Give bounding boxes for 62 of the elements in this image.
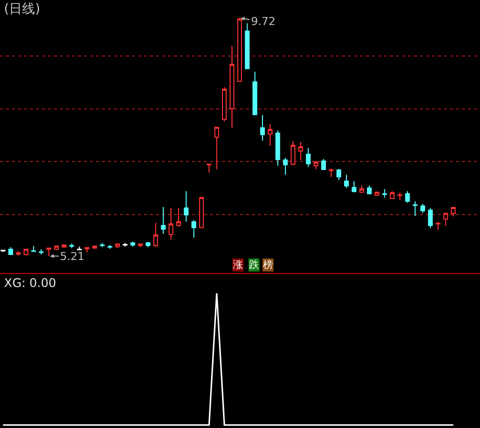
candlestick (108, 244, 112, 250)
candlestick (122, 242, 128, 248)
chart-title: XG: 0.00 (4, 276, 56, 290)
candlestick (115, 243, 120, 249)
candlestick (54, 246, 59, 250)
candlestick (275, 130, 280, 166)
candlestick (390, 190, 395, 200)
candlestick (336, 168, 342, 181)
candlestick (412, 200, 418, 216)
annotation: 9.72 (251, 15, 276, 28)
candlestick (374, 192, 380, 196)
candlestick (352, 180, 356, 192)
candlestick (314, 160, 318, 170)
candlestick (298, 142, 304, 160)
candlestick (69, 242, 74, 249)
candlestick (24, 248, 28, 256)
candlestick (321, 158, 326, 170)
candlestick (199, 196, 204, 228)
candlestick (398, 192, 402, 201)
chart-title: (日线) (4, 2, 40, 17)
annotation: 5.21 (60, 250, 84, 263)
candlestick (146, 241, 150, 248)
annotation: 涨 (233, 259, 243, 271)
candlestick (244, 22, 250, 70)
candlestick (100, 242, 105, 248)
candlestick (160, 206, 166, 234)
candlestick (359, 184, 364, 193)
candlestick (344, 174, 349, 188)
candlestick (450, 207, 456, 217)
candlestick (328, 168, 334, 178)
candlestick (138, 243, 143, 248)
candlestick (38, 248, 44, 256)
candlestick (366, 184, 372, 194)
candlestick (176, 208, 181, 228)
candlestick (84, 246, 90, 253)
candlestick (222, 86, 227, 122)
candlestick (8, 246, 14, 256)
candlestick (184, 190, 189, 222)
candlestick (283, 157, 288, 176)
candlestick (405, 190, 410, 204)
candlestick (153, 222, 158, 248)
candlestick (206, 164, 212, 174)
candlestick (428, 208, 433, 229)
annotation: 跌 (249, 259, 259, 271)
candlestick (31, 246, 36, 252)
candlestick (443, 212, 448, 226)
candlestick (76, 246, 82, 250)
candlestick (214, 126, 220, 170)
annotation: 榜 (263, 259, 273, 271)
candlestick (436, 221, 440, 230)
candlestick (260, 114, 265, 141)
candlestick (16, 250, 21, 256)
candlestick (252, 71, 258, 116)
candlestick (168, 208, 174, 240)
candlestick (306, 147, 311, 168)
candlestick (191, 220, 196, 238)
candlestick (420, 203, 426, 214)
candlestick (62, 244, 66, 248)
candlestick (230, 45, 234, 129)
candlestick (382, 188, 387, 198)
candlestick (268, 124, 273, 146)
candlestick (290, 140, 296, 166)
